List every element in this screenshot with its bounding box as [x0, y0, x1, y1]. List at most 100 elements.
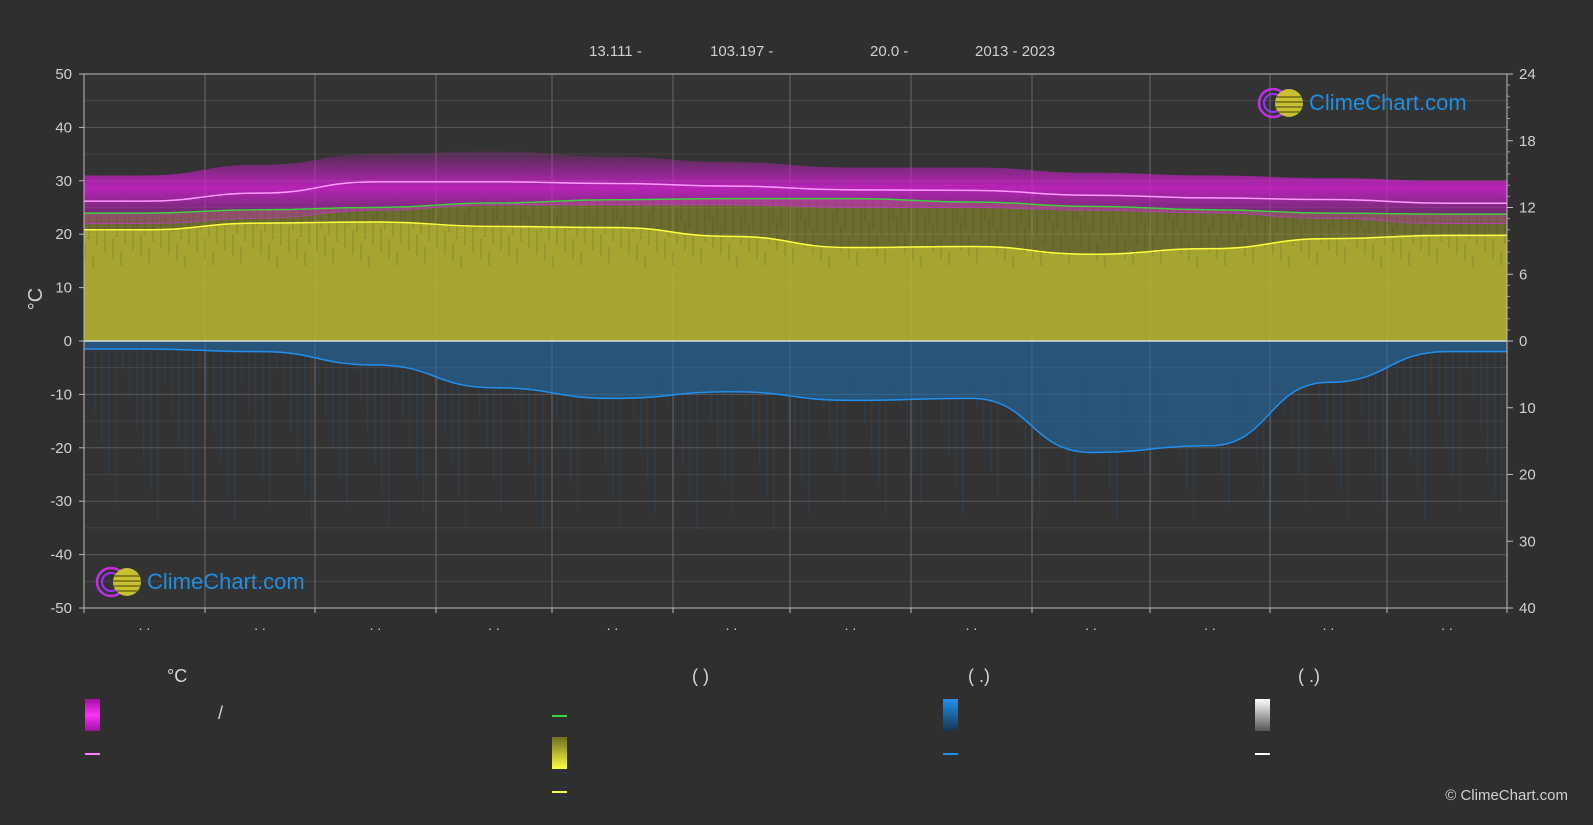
sunshine-texture [816, 188, 818, 233]
sunshine-texture [740, 213, 742, 246]
x-tick-label: . . [254, 617, 266, 633]
sunshine-texture [1400, 239, 1402, 259]
precipitation-texture [1004, 341, 1006, 363]
sunshine-texture [676, 209, 678, 244]
sunshine-texture [1344, 247, 1346, 264]
sunshine-texture [288, 226, 290, 253]
sunshine-texture [1060, 234, 1062, 257]
sunshine-texture [1036, 197, 1038, 237]
precipitation-texture [122, 341, 124, 367]
precipitation-texture [696, 341, 698, 529]
sunshine-texture [656, 226, 658, 253]
precipitation-texture [507, 341, 509, 372]
sunshine-texture [1224, 251, 1226, 266]
sunshine-texture [1492, 239, 1494, 259]
precipitation-texture [1375, 341, 1377, 476]
daylight-line [84, 197, 1507, 215]
sunshine-texture [732, 201, 734, 240]
precipitation-texture [927, 341, 929, 362]
precipitation-texture [325, 341, 327, 416]
logo-bottom[interactable]: ClimeChart.com [95, 565, 305, 599]
sunshine-texture [660, 184, 662, 231]
precipitation-texture [486, 341, 488, 449]
sunshine-texture [1292, 213, 1294, 246]
sunshine-texture [176, 243, 178, 262]
logo-top[interactable]: ClimeChart.com [1257, 86, 1467, 120]
sunshine-texture [212, 251, 214, 266]
precipitation-texture [206, 341, 208, 399]
precipitation-texture [1410, 341, 1412, 461]
sunshine-texture [980, 205, 982, 242]
sunshine-texture [1100, 201, 1102, 240]
y-tick-label-left: 10 [55, 280, 72, 297]
precipitation-texture [332, 341, 334, 447]
sunshine-texture [620, 218, 622, 248]
sunshine-texture [280, 213, 282, 246]
sunshine-texture [456, 201, 458, 240]
climechart-logo-icon [95, 565, 143, 599]
precipitation-texture [997, 341, 999, 502]
precipitation-texture [297, 341, 299, 462]
sunshine-texture [260, 230, 262, 255]
sunshine-texture [792, 247, 794, 264]
logo-text: ClimeChart.com [1309, 90, 1467, 115]
sunshine-texture [952, 209, 954, 244]
sunshine-texture [876, 234, 878, 257]
sunshine-texture [1392, 226, 1394, 253]
precipitation-texture [346, 341, 348, 509]
precipitation-texture [1193, 341, 1195, 520]
sunshine-texture [400, 209, 402, 244]
sunshine-texture [592, 222, 594, 251]
sunshine-texture [916, 201, 918, 240]
precipitation-texture [1151, 341, 1153, 504]
sunshine-texture [932, 226, 934, 253]
precipitation-texture [1417, 341, 1419, 492]
longitude-label: 103.197 - [710, 43, 774, 60]
precipitation-texture [444, 341, 446, 433]
precipitation-texture [724, 341, 726, 483]
sunshine-texture [1456, 230, 1458, 255]
x-tick-label: . . [1441, 617, 1453, 633]
sunshine-texture [1348, 205, 1350, 242]
precipitation-texture [766, 341, 768, 499]
precipitation-texture [983, 341, 985, 440]
precipitation-texture [1228, 341, 1230, 505]
sunshine-texture [1288, 255, 1290, 268]
sunshine-texture [608, 247, 610, 264]
precipitation-texture [822, 341, 824, 407]
sunshine-texture [944, 197, 946, 237]
precipitation-texture [1011, 341, 1013, 394]
sunshine-texture [636, 243, 638, 262]
sunshine-texture [804, 218, 806, 248]
sunshine-texture [1500, 251, 1502, 266]
precipitation-texture [423, 341, 425, 510]
sunshine-texture [1144, 222, 1146, 251]
precipitation-texture [1466, 341, 1468, 369]
precipitation-texture [1396, 341, 1398, 399]
sunshine-texture [1024, 226, 1026, 253]
sunshine-texture [436, 218, 438, 248]
sunshine-texture [216, 209, 218, 244]
precipitation-texture [521, 341, 523, 434]
sunshine-texture [204, 239, 206, 259]
sunshine-texture [1136, 209, 1138, 244]
sunshine-texture [1372, 243, 1374, 262]
precipitation-texture [1235, 341, 1237, 366]
axes: 50 40 30 20 10 0 -10 -20 -30 -40 -50 °C 24 18 12 6 0 10 20… [25, 66, 1536, 633]
legend-temp-range-separator: / [218, 703, 224, 723]
y-tick-label-left: -30 [50, 493, 72, 510]
precipitation-texture [374, 341, 376, 463]
precipitation-texture [402, 341, 404, 417]
y-tick-label-left: -40 [50, 547, 72, 564]
sunshine-texture [1484, 226, 1486, 253]
sunshine-texture [1256, 205, 1258, 242]
sunshine-texture [92, 255, 94, 268]
precipitation-texture [1144, 341, 1146, 473]
precipitation-texture [388, 341, 390, 525]
precipitation-texture [955, 341, 957, 486]
sunshine-texture [852, 197, 854, 237]
precipitation-texture [290, 341, 292, 431]
sunshine-texture [908, 188, 910, 233]
sunshine-texture [1220, 197, 1222, 237]
precipitation-texture [157, 341, 159, 522]
